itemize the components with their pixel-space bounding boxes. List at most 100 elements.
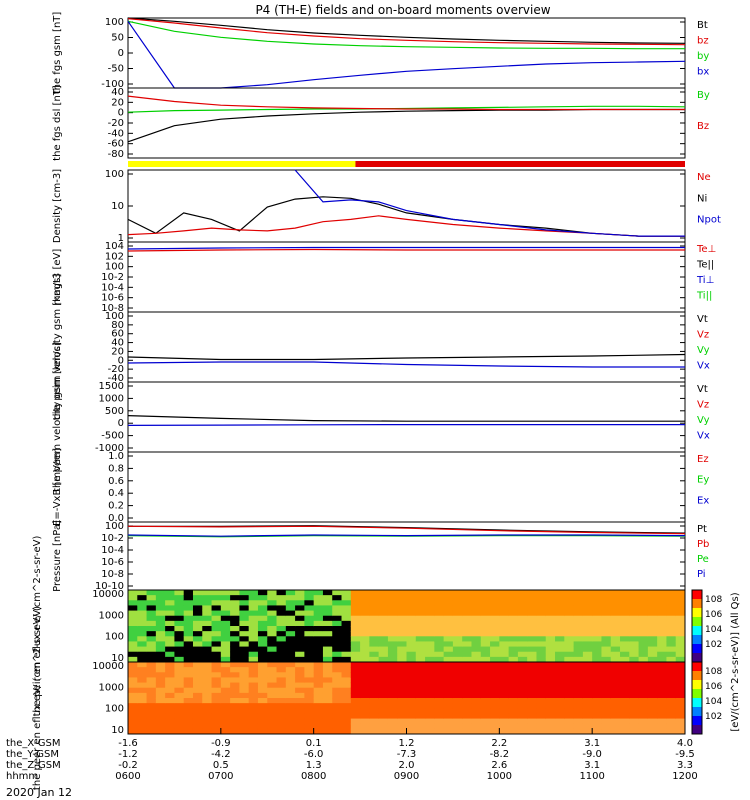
heatmap-cell	[527, 595, 537, 601]
heatmap-cell	[313, 590, 324, 596]
heatmap-cell	[536, 636, 547, 642]
heatmap-cell	[564, 703, 575, 709]
heatmap-cell	[322, 646, 333, 653]
heatmap-cell	[638, 698, 649, 704]
heatmap-cell	[536, 610, 547, 617]
heatmap-cell	[378, 667, 389, 673]
heatmap-cell	[137, 687, 148, 694]
heatmap-cell	[322, 651, 333, 658]
heatmap-cell	[675, 723, 686, 730]
heatmap-cell	[638, 641, 649, 648]
heatmap-cell	[527, 723, 537, 730]
heatmap-cell	[620, 662, 630, 668]
heatmap-cell	[434, 590, 445, 596]
heatmap-cell	[629, 595, 640, 601]
heatmap-cell	[555, 641, 565, 648]
heatmap-cell	[248, 600, 259, 606]
heatmap-cell	[155, 718, 166, 725]
heatmap-cell	[378, 703, 389, 709]
heatmap-cell	[183, 667, 194, 673]
heatmap-cell	[267, 646, 278, 653]
heatmap-cell	[397, 692, 407, 699]
heatmap-cell	[610, 677, 621, 684]
heatmap-cell	[137, 631, 148, 637]
heatmap-cell	[434, 687, 445, 694]
heatmap-cell	[230, 600, 240, 606]
heatmap-cell	[452, 605, 463, 612]
heatmap-cell	[248, 723, 259, 730]
heatmap-cell	[295, 620, 305, 627]
y-tick-label: 40	[111, 87, 124, 98]
heatmap-cell	[462, 667, 472, 673]
heatmap-cell	[638, 718, 649, 725]
heatmap-cell	[322, 590, 333, 596]
heatmap-cell	[332, 703, 343, 709]
heatmap-cell	[276, 713, 287, 720]
heatmap-cell	[360, 646, 370, 653]
heatmap-cell	[573, 692, 584, 699]
heatmap-cell	[267, 708, 278, 714]
y-tick-label: 10-4	[101, 545, 124, 556]
heatmap-cell	[128, 631, 138, 637]
heatmap-cell	[452, 692, 463, 699]
heatmap-cell	[192, 646, 203, 653]
heatmap-cell	[425, 718, 435, 725]
heatmap-cell	[452, 687, 463, 694]
heatmap-cell	[304, 636, 315, 642]
heatmap-cell	[387, 692, 398, 699]
heatmap-cell	[629, 728, 640, 735]
heatmap-cell	[527, 662, 537, 668]
heatmap-cell	[406, 713, 417, 720]
heatmap-cell	[146, 713, 157, 720]
heatmap-cell	[536, 698, 547, 704]
heatmap-cell	[146, 651, 157, 658]
heatmap-cell	[341, 682, 352, 689]
heatmap-cell	[415, 631, 426, 637]
heatmap-cell	[350, 672, 361, 678]
heatmap-cell	[415, 667, 426, 673]
heatmap-cell	[536, 677, 547, 684]
heatmap-cell	[295, 600, 305, 606]
heatmap-cell	[350, 631, 361, 637]
heatmap-cell	[675, 610, 686, 617]
heatmap-cell	[304, 677, 315, 684]
heatmap-cell	[443, 646, 454, 653]
heatmap-cell	[517, 620, 528, 627]
heatmap-cell	[202, 600, 213, 606]
heatmap-cell	[499, 620, 510, 627]
heatmap-cell	[155, 667, 166, 673]
heatmap-cell	[517, 610, 528, 617]
heatmap-cell	[183, 662, 194, 668]
heatmap-cell	[285, 651, 296, 658]
heatmap-cell	[508, 728, 519, 735]
heatmap-cell	[267, 698, 278, 704]
heatmap-cell	[248, 641, 259, 648]
heatmap-cell	[647, 641, 658, 648]
heatmap-cell	[480, 646, 491, 653]
heatmap-cell	[313, 631, 324, 637]
heatmap-cell	[601, 723, 612, 730]
heatmap-cell	[582, 698, 593, 704]
series-line	[127, 95, 685, 111]
heatmap-cell	[555, 651, 565, 658]
colorbar-swatch	[692, 626, 702, 636]
heatmap-cell	[248, 626, 259, 632]
heatmap-cell	[443, 620, 454, 627]
heatmap-cell	[443, 667, 454, 673]
y-tick-label: 100	[105, 632, 124, 643]
heatmap-cell	[434, 656, 445, 663]
heatmap-cell	[239, 595, 250, 601]
heatmap-cell	[536, 682, 547, 689]
heatmap-cell	[582, 703, 593, 709]
heatmap-cell	[638, 636, 649, 642]
colorbar-frame	[691, 661, 703, 735]
heatmap-cell	[276, 718, 287, 725]
heatmap-cell	[397, 595, 407, 601]
heatmap-cell	[332, 677, 343, 684]
heatmap-cell	[527, 636, 537, 642]
heatmap-cell	[257, 600, 268, 606]
heatmap-cell	[257, 698, 268, 704]
heatmap-cell	[350, 620, 361, 627]
heatmap-cell	[471, 610, 482, 617]
heatmap-cell	[434, 662, 445, 668]
